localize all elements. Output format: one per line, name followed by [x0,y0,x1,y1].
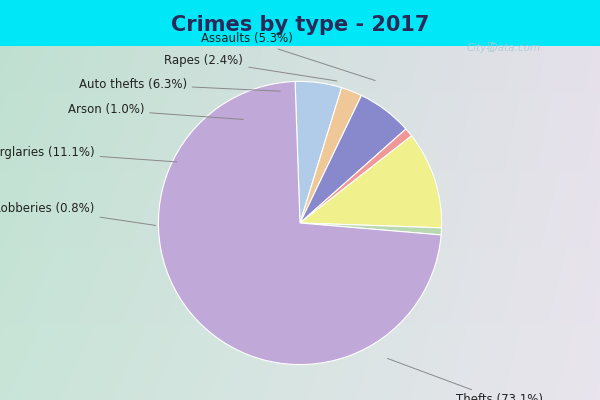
Wedge shape [300,96,406,223]
Wedge shape [158,82,441,364]
Text: City-Data.com: City-Data.com [467,43,541,53]
Wedge shape [300,136,442,228]
Text: ⓘ: ⓘ [487,42,494,52]
Text: Rapes (2.4%): Rapes (2.4%) [164,54,337,81]
Text: Crimes by type - 2017: Crimes by type - 2017 [171,15,429,35]
Wedge shape [300,223,442,235]
Wedge shape [300,129,412,223]
Text: Robberies (0.8%): Robberies (0.8%) [0,202,155,226]
Text: Thefts (73.1%): Thefts (73.1%) [388,358,543,400]
Wedge shape [300,88,361,223]
Text: Assaults (5.3%): Assaults (5.3%) [201,32,375,80]
Text: Arson (1.0%): Arson (1.0%) [68,103,244,120]
Text: Burglaries (11.1%): Burglaries (11.1%) [0,146,177,162]
Text: Auto thefts (6.3%): Auto thefts (6.3%) [79,78,280,91]
Wedge shape [295,81,341,223]
